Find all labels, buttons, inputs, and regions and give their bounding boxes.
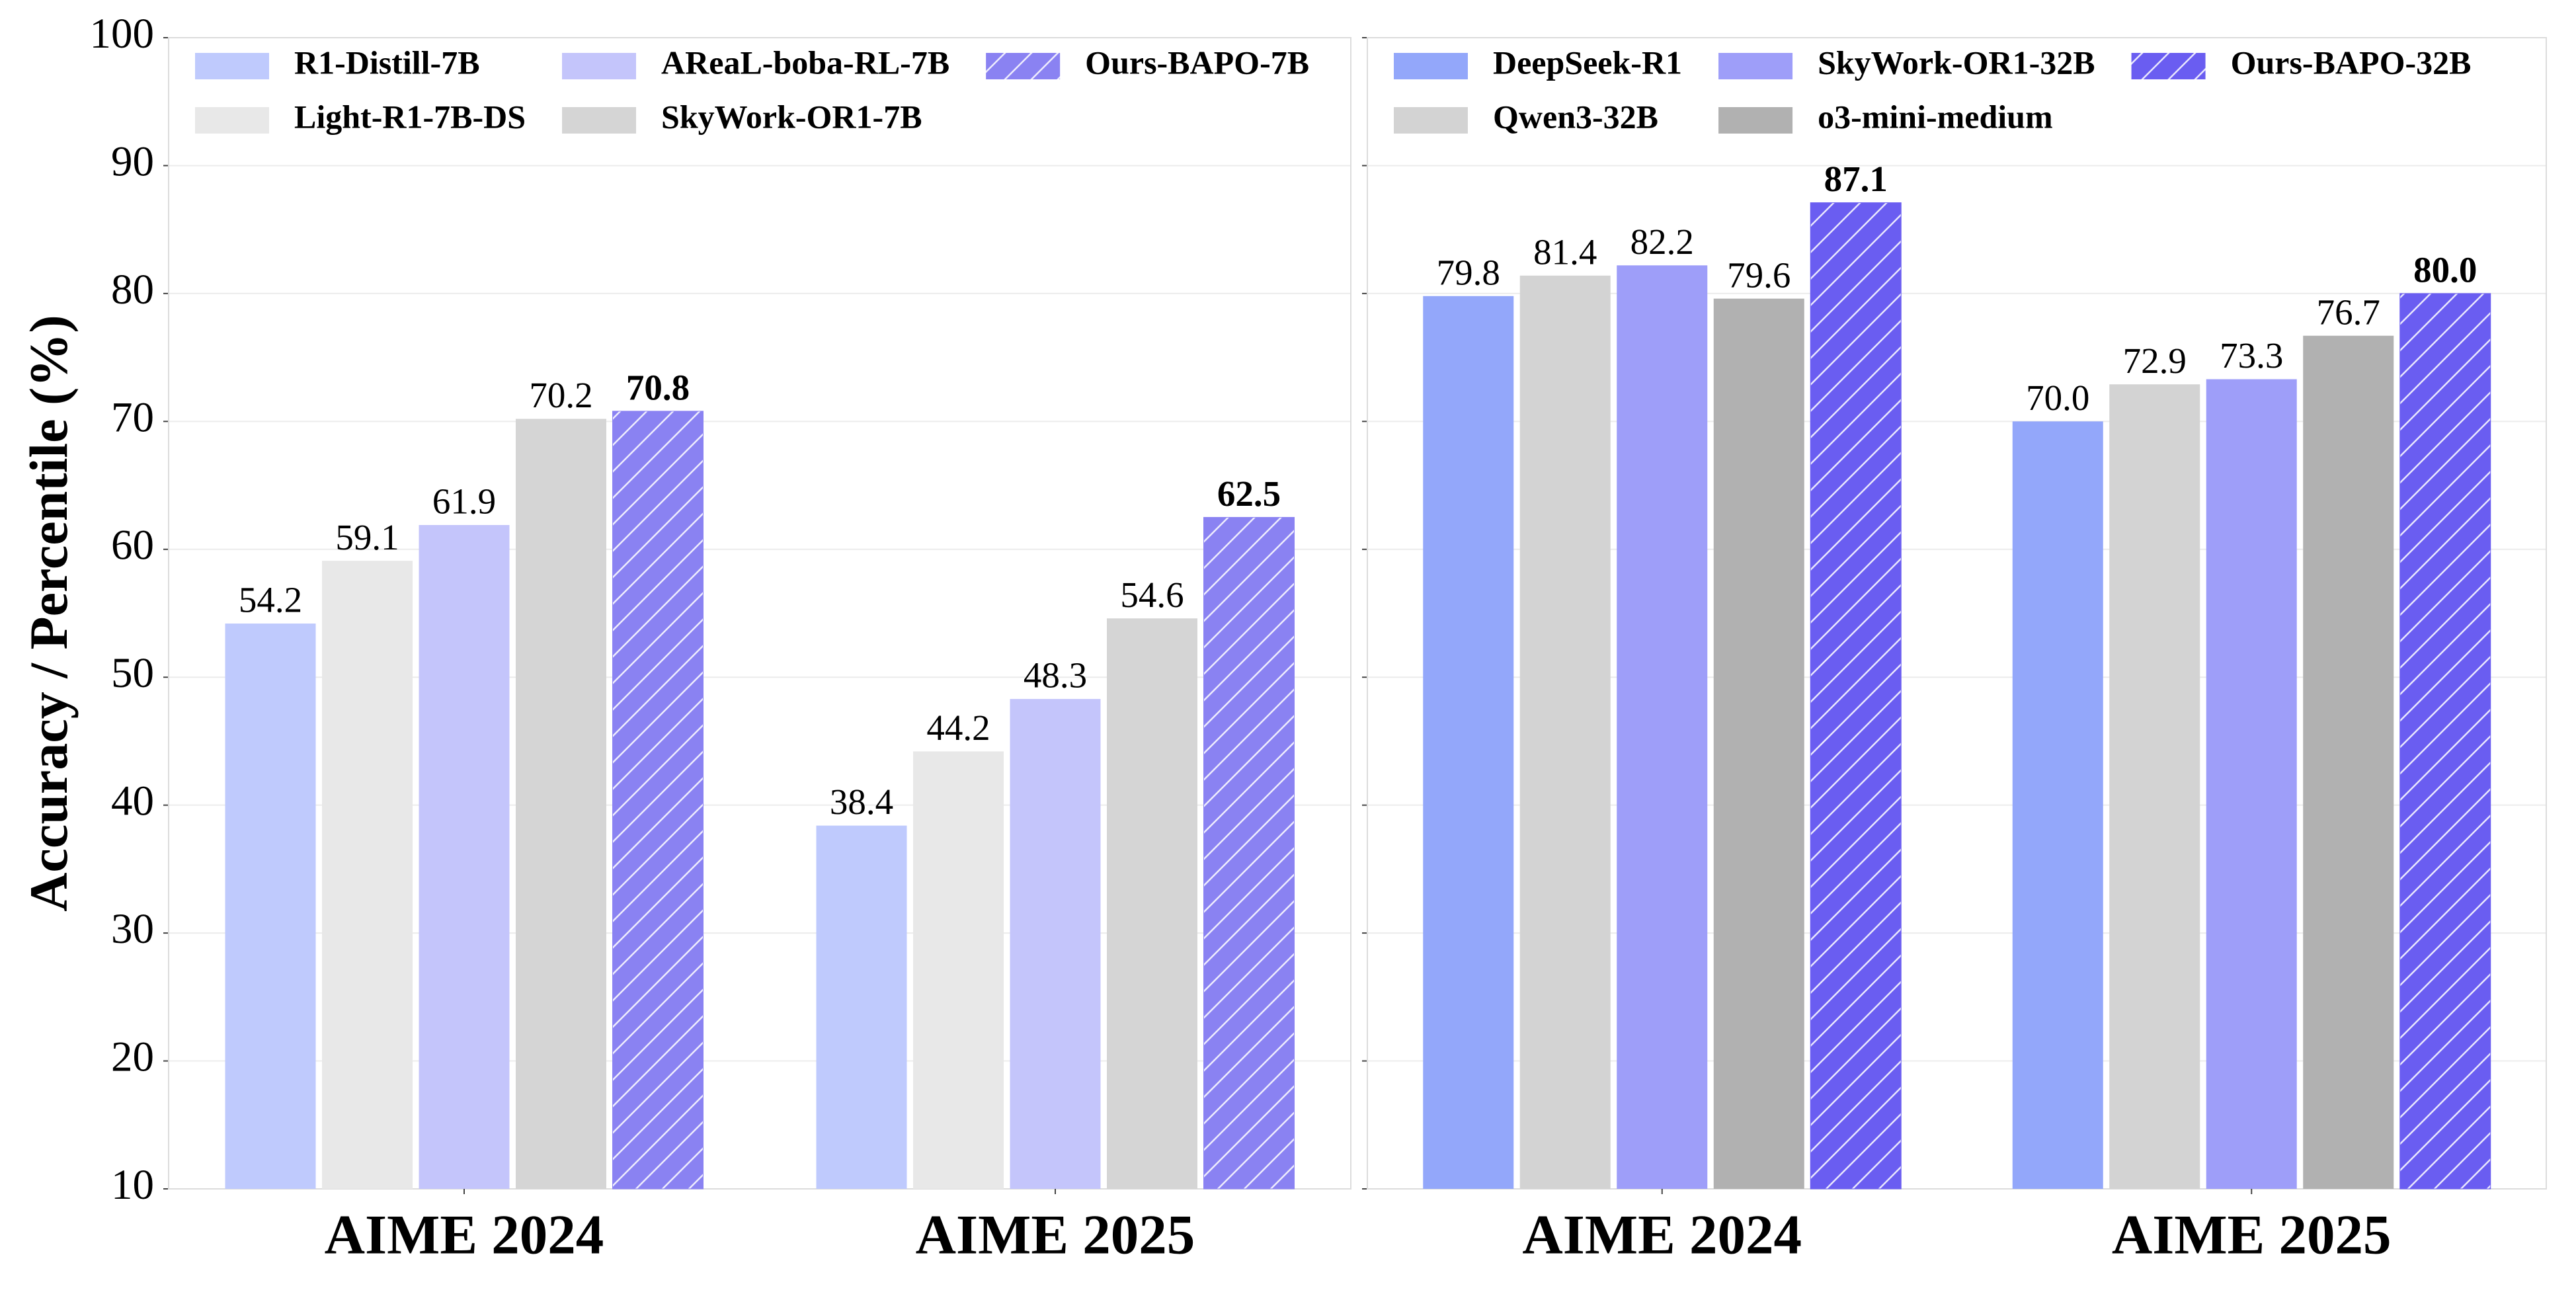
y-tick-label: 50	[111, 649, 154, 697]
value-label: 79.8	[1437, 252, 1500, 292]
y-tick-label: 70	[111, 393, 154, 441]
bar	[816, 825, 907, 1189]
x-tick-label: AIME 2024	[1522, 1204, 1802, 1266]
legend-label: DeepSeek-R1	[1493, 44, 1682, 81]
value-label: 59.1	[335, 517, 399, 557]
bar	[1010, 699, 1101, 1189]
x-tick-label: AIME 2025	[916, 1204, 1195, 1266]
value-label: 44.2	[926, 708, 990, 748]
value-label: 82.2	[1630, 222, 1694, 262]
bar	[1617, 265, 1708, 1190]
plot-frame	[1367, 37, 2547, 1190]
value-label: 72.9	[2123, 341, 2187, 381]
x-tick-label: AIME 2024	[325, 1204, 604, 1266]
legend-swatch	[1718, 53, 1793, 79]
bar	[1203, 516, 1295, 1190]
bar	[419, 525, 510, 1189]
y-tick-label: 40	[111, 778, 154, 825]
bar	[1810, 202, 1902, 1190]
bar	[1423, 296, 1514, 1189]
legend-label: R1-Distill-7B	[294, 44, 480, 81]
bar	[322, 561, 413, 1189]
value-label: 70.0	[2026, 378, 2089, 418]
value-label: 61.9	[432, 481, 496, 522]
y-tick-label: 80	[111, 266, 154, 313]
y-tick-label: 30	[111, 905, 154, 953]
value-label: 73.3	[2220, 335, 2283, 376]
x-tick-label: AIME 2025	[2112, 1204, 2392, 1266]
legend-swatch	[562, 107, 637, 134]
legend-label: Light-R1-7B-DS	[294, 98, 526, 135]
y-tick-label: 100	[90, 10, 155, 58]
value-label: 87.1	[1824, 159, 1888, 199]
value-label: 54.6	[1120, 575, 1184, 615]
legend-swatch	[562, 53, 637, 79]
value-label: 70.8	[626, 367, 690, 407]
bar	[1519, 275, 1611, 1190]
bar	[913, 751, 1004, 1189]
legend-swatch	[1394, 107, 1468, 134]
plot-frame	[168, 37, 1351, 1190]
value-label: 79.6	[1727, 255, 1791, 295]
value-label: 54.2	[239, 580, 302, 620]
bar	[2206, 379, 2297, 1190]
y-tick-label: 60	[111, 522, 154, 569]
y-axis-label: Accuracy / Percentile (%)	[19, 315, 79, 911]
value-label: 62.5	[1217, 473, 1281, 514]
legend-swatch	[986, 53, 1061, 79]
bar	[2012, 421, 2103, 1190]
legend-label: Ours-BAPO-7B	[1085, 44, 1309, 81]
bar	[2303, 335, 2394, 1189]
value-label: 80.0	[2413, 250, 2477, 290]
value-label: 70.2	[529, 375, 592, 415]
bar	[2109, 384, 2200, 1190]
legend-label: AReaL-boba-RL-7B	[661, 44, 949, 81]
legend-label: SkyWork-OR1-7B	[661, 98, 922, 135]
value-label: 76.7	[2317, 292, 2380, 332]
bar	[1107, 618, 1197, 1189]
legend-label: o3-mini-medium	[1818, 98, 2053, 135]
value-label: 48.3	[1024, 655, 1087, 696]
bar	[516, 419, 606, 1190]
legend-swatch	[1718, 107, 1793, 134]
legend-swatch	[1394, 53, 1468, 79]
legend-swatch	[195, 53, 269, 79]
legend-label: SkyWork-OR1-32B	[1818, 44, 2095, 81]
bar	[225, 623, 316, 1189]
y-tick-label: 90	[111, 138, 154, 185]
bar	[2399, 293, 2491, 1190]
y-tick-label: 10	[111, 1161, 154, 1209]
y-tick-label: 20	[111, 1033, 154, 1080]
bar	[612, 411, 704, 1190]
legend-label: Ours-BAPO-32B	[2231, 44, 2472, 81]
legend-swatch	[2131, 53, 2206, 79]
value-label: 81.4	[1533, 231, 1597, 272]
legend-label: Qwen3-32B	[1493, 98, 1658, 135]
value-label: 38.4	[830, 782, 893, 822]
legend-swatch	[195, 107, 269, 134]
bar	[1713, 298, 1804, 1189]
